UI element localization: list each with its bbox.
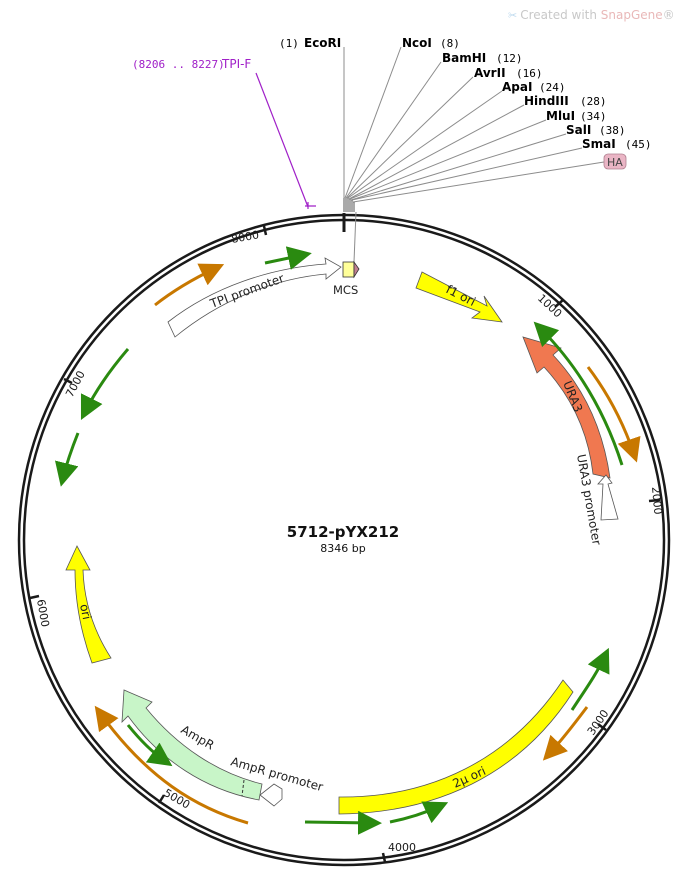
- two-mu-ori-feature: [338, 679, 574, 815]
- orf-arrow-right: [586, 366, 641, 463]
- snapgene-logo-icon: ✂: [508, 9, 518, 22]
- tick-4000: [381, 852, 387, 863]
- leader-mlui: [349, 119, 547, 200]
- leader-sali: [350, 133, 567, 201]
- ampr-divider: [241, 779, 245, 797]
- leader-ticks: [343, 198, 355, 212]
- orf-arrow-bottom-left: [94, 705, 249, 825]
- orf-arrow-bottom-1: [304, 810, 382, 835]
- leader-ha: [352, 161, 605, 203]
- leader-apai: [347, 90, 503, 199]
- site-pos-avrii: (16): [516, 67, 543, 80]
- watermark-brand: SnapGene: [600, 8, 663, 22]
- tick-label-8000: 8000: [230, 228, 260, 246]
- site-name-bamhi: BamHI: [442, 51, 486, 65]
- site-name-smai: SmaI: [582, 137, 616, 151]
- site-pos-smai: (45): [625, 138, 652, 151]
- tick-6000: [29, 594, 40, 600]
- tick-3000: [597, 723, 607, 731]
- tick-7000: [63, 377, 73, 385]
- leader-smai: [351, 147, 583, 201]
- orf-arrow-right-outer: [533, 321, 624, 466]
- orf-arrow-top-left: [154, 263, 225, 307]
- ori-feature: [65, 545, 112, 664]
- tick-5000: [157, 794, 166, 804]
- scale-ticks: [29, 225, 661, 863]
- site-pos-hindiii: (28): [580, 95, 607, 108]
- leader-bamhi: [345, 61, 442, 199]
- site-name-apai: ApaI: [502, 80, 532, 94]
- site-name-sali: SalI: [566, 123, 591, 137]
- site-pos-apai: (24): [539, 81, 566, 94]
- leader-mcs: [353, 211, 357, 263]
- leader-avrii: [346, 76, 474, 199]
- tick-label-2000: 2000: [649, 486, 664, 515]
- orf-arrow-left-2: [54, 432, 80, 487]
- site-pos-mlui: (34): [580, 110, 607, 123]
- site-pos-ncoi: (8): [440, 37, 460, 50]
- primer-marker: [255, 72, 316, 209]
- tpi-promoter-feature: [167, 257, 342, 338]
- watermark-suffix: ®: [662, 8, 675, 22]
- f1-ori-feature: [415, 271, 503, 323]
- primer-name: TPI-F: [221, 57, 251, 71]
- ampr-feature: [121, 689, 263, 801]
- ori-label: ori: [77, 603, 94, 621]
- orf-arrow-bottom-2: [389, 801, 449, 824]
- plasmid-name: 5712-pYX212: [287, 523, 399, 541]
- site-name-ecori: EcoRI: [304, 36, 341, 50]
- site-name-ncoi: NcoI: [402, 36, 432, 50]
- orf-arrow-ampr: [126, 724, 173, 767]
- mcs-label: MCS: [333, 283, 358, 297]
- watermark-prefix: Created with: [520, 8, 601, 22]
- ha-tag-label: HA: [607, 156, 623, 169]
- ura3-promoter-feature: [597, 474, 619, 521]
- tick-2000: [648, 498, 661, 503]
- snapgene-watermark: ✂ Created with SnapGene®: [508, 8, 675, 22]
- orf-arrow-lower-right-2: [542, 706, 589, 761]
- site-pos-sali: (38): [599, 124, 626, 137]
- tick-label-6000: 6000: [34, 598, 52, 628]
- plasmid-size: 8346 bp: [320, 542, 365, 555]
- tick-8000: [262, 225, 268, 236]
- tick-1000: [554, 299, 564, 308]
- orf-arrow-left-1: [80, 348, 130, 421]
- ha-tag-box: [603, 153, 627, 170]
- leader-hindiii: [348, 104, 525, 200]
- site-name-avrii: AvrII: [474, 66, 506, 80]
- site-name-mlui: MluI: [546, 109, 575, 123]
- site-pos-bamhi: (12): [496, 52, 523, 65]
- primer-range: (8206 .. 8227): [132, 58, 225, 71]
- ura3-feature: [522, 336, 611, 479]
- mcs-ha-arrow: [353, 260, 360, 279]
- site-pos-ecori: (1): [279, 37, 299, 50]
- mcs-box: [342, 261, 355, 278]
- tick-label-7000: 7000: [63, 369, 88, 400]
- leader-ncoi: [344, 46, 402, 199]
- orf-arrows-orange: [94, 263, 641, 825]
- ampr-promoter-feature: [259, 783, 283, 807]
- orf-arrow-lower-right: [570, 647, 610, 711]
- site-name-hindiii: HindIII: [524, 94, 569, 108]
- site-leaders: [343, 46, 605, 263]
- orf-arrows-green: [54, 246, 624, 835]
- orf-arrow-top: [264, 246, 312, 270]
- tick-label-4000: 4000: [388, 841, 416, 854]
